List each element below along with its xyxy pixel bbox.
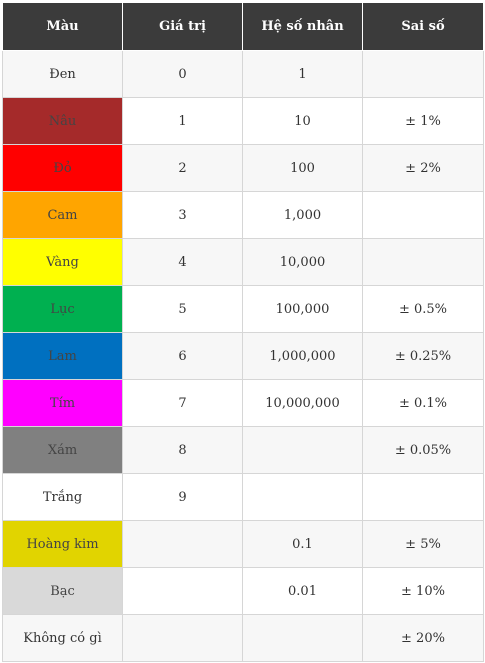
cell-color-swatch: Lam (2, 332, 123, 380)
cell-value: 9 (122, 473, 243, 521)
cell-multiplier (242, 426, 363, 474)
cell-value: 6 (122, 332, 243, 380)
cell-value: 5 (122, 285, 243, 333)
cell-value: 7 (122, 379, 243, 427)
header-multiplier: Hệ số nhân (242, 2, 363, 51)
cell-tolerance (362, 473, 484, 521)
cell-value: 1 (122, 97, 243, 145)
cell-value: 4 (122, 238, 243, 286)
table-row: Đỏ 2 100 ± 2% (2, 144, 484, 192)
cell-multiplier: 1,000 (242, 191, 363, 239)
cell-tolerance: ± 5% (362, 520, 484, 568)
table-row: Hoàng kim 0.1 ± 5% (2, 520, 484, 568)
table-row: Vàng 4 10,000 (2, 238, 484, 286)
cell-color-swatch: Cam (2, 191, 123, 239)
cell-color-swatch: Hoàng kim (2, 520, 123, 568)
cell-multiplier: 10,000,000 (242, 379, 363, 427)
cell-tolerance: ± 0.1% (362, 379, 484, 427)
cell-tolerance: ± 20% (362, 614, 484, 662)
cell-tolerance (362, 238, 484, 286)
table-row: Lam 6 1,000,000 ± 0.25% (2, 332, 484, 380)
table-row: Đen 0 1 (2, 50, 484, 98)
cell-value: 2 (122, 144, 243, 192)
cell-multiplier: 100,000 (242, 285, 363, 333)
cell-tolerance: ± 0.5% (362, 285, 484, 333)
cell-color-swatch: Lục (2, 285, 123, 333)
cell-color-swatch: Tím (2, 379, 123, 427)
table-row: Lục 5 100,000 ± 0.5% (2, 285, 484, 333)
cell-value (122, 614, 243, 662)
cell-tolerance: ± 10% (362, 567, 484, 615)
cell-color: Đen (2, 50, 123, 98)
cell-value: 0 (122, 50, 243, 98)
header-value: Giá trị (122, 2, 243, 51)
header-tolerance: Sai số (362, 2, 484, 51)
cell-tolerance (362, 191, 484, 239)
cell-color: Không có gì (2, 614, 123, 662)
cell-color: Trắng (2, 473, 123, 521)
cell-tolerance (362, 50, 484, 98)
table-row: Trắng 9 (2, 473, 484, 521)
cell-color-swatch: Đỏ (2, 144, 123, 192)
cell-color-swatch: Nâu (2, 97, 123, 145)
table-row: Xám 8 ± 0.05% (2, 426, 484, 474)
cell-multiplier: 1 (242, 50, 363, 98)
cell-value (122, 520, 243, 568)
table-row: Tím 7 10,000,000 ± 0.1% (2, 379, 484, 427)
table-header-row: Màu Giá trị Hệ số nhân Sai số (2, 2, 484, 51)
header-color: Màu (2, 2, 123, 51)
cell-multiplier: 10 (242, 97, 363, 145)
cell-tolerance: ± 0.05% (362, 426, 484, 474)
cell-tolerance: ± 0.25% (362, 332, 484, 380)
cell-multiplier: 1,000,000 (242, 332, 363, 380)
cell-tolerance: ± 2% (362, 144, 484, 192)
cell-multiplier: 0.1 (242, 520, 363, 568)
cell-multiplier: 100 (242, 144, 363, 192)
cell-value: 8 (122, 426, 243, 474)
cell-color-swatch: Vàng (2, 238, 123, 286)
table-row: Nâu 1 10 ± 1% (2, 97, 484, 145)
cell-tolerance: ± 1% (362, 97, 484, 145)
cell-color-swatch: Xám (2, 426, 123, 474)
cell-value: 3 (122, 191, 243, 239)
cell-multiplier (242, 614, 363, 662)
cell-multiplier: 0.01 (242, 567, 363, 615)
cell-color-swatch: Bạc (2, 567, 123, 615)
table-row: Bạc 0.01 ± 10% (2, 567, 484, 615)
cell-multiplier: 10,000 (242, 238, 363, 286)
table-row: Cam 3 1,000 (2, 191, 484, 239)
table-row: Không có gì ± 20% (2, 614, 484, 662)
cell-multiplier (242, 473, 363, 521)
cell-value (122, 567, 243, 615)
